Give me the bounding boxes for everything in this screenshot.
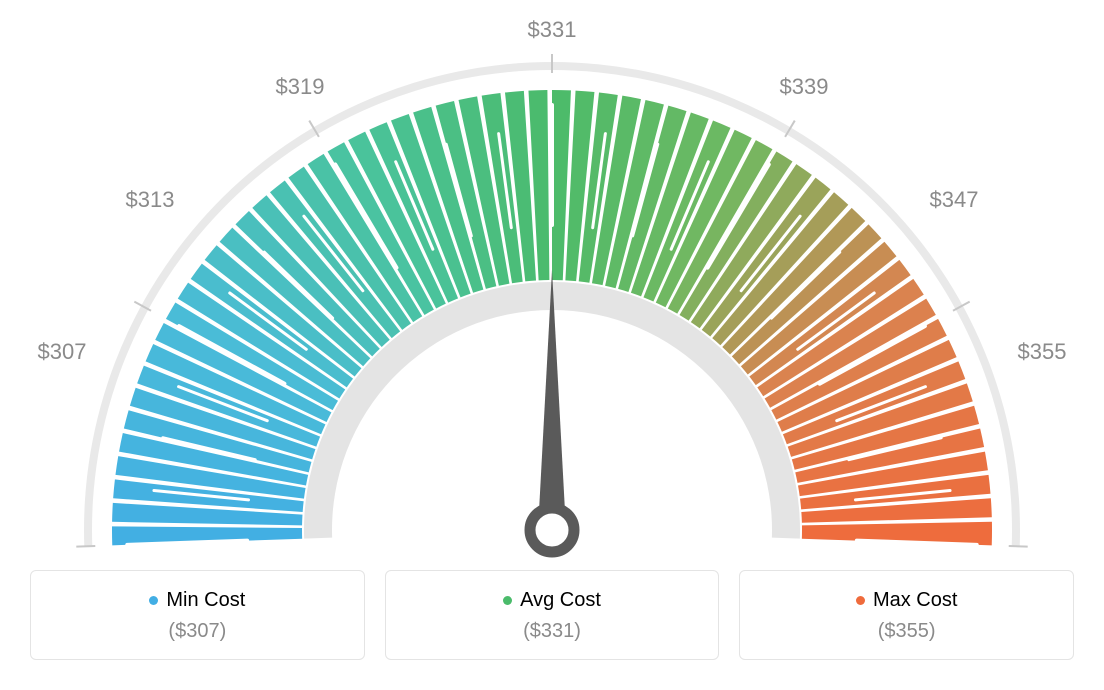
legend-min-title: Min Cost bbox=[149, 589, 245, 612]
legend-avg-title: Avg Cost bbox=[503, 589, 601, 612]
legend-dot-avg bbox=[503, 596, 512, 605]
legend-card-avg: Avg Cost ($331) bbox=[385, 570, 720, 660]
legend-min-value: ($307) bbox=[31, 620, 364, 643]
legend-min-label: Min Cost bbox=[166, 589, 245, 612]
legend-max-value: ($355) bbox=[740, 620, 1073, 643]
cost-gauge-chart: $307 $313 $319 $331 $339 $347 $355 bbox=[0, 0, 1104, 560]
legend-card-max: Max Cost ($355) bbox=[739, 570, 1074, 660]
legend-dot-min bbox=[149, 596, 158, 605]
legend-row: Min Cost ($307) Avg Cost ($331) Max Cost… bbox=[30, 570, 1074, 660]
legend-card-min: Min Cost ($307) bbox=[30, 570, 365, 660]
gauge-tick-label: $355 bbox=[1018, 339, 1067, 365]
legend-avg-label: Avg Cost bbox=[520, 589, 601, 612]
legend-max-title: Max Cost bbox=[856, 589, 957, 612]
gauge-tick-label: $307 bbox=[38, 339, 87, 365]
gauge-tick-label: $339 bbox=[780, 74, 829, 100]
gauge-tick-label: $331 bbox=[528, 17, 577, 43]
legend-avg-value: ($331) bbox=[386, 620, 719, 643]
legend-dot-max bbox=[856, 596, 865, 605]
gauge-tick-label: $313 bbox=[126, 187, 175, 213]
gauge-tick-label: $347 bbox=[930, 187, 979, 213]
gauge-hub bbox=[530, 508, 574, 552]
legend-max-label: Max Cost bbox=[873, 589, 957, 612]
gauge-tick-label: $319 bbox=[276, 74, 325, 100]
